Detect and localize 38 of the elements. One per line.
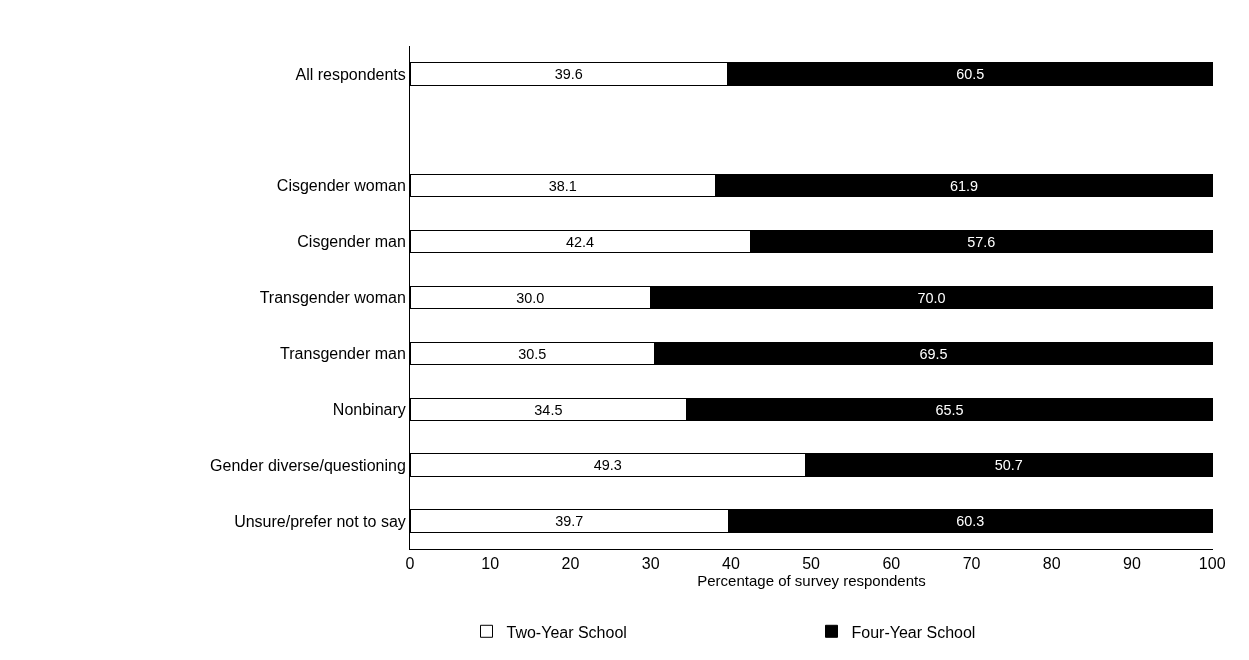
x-axis-title: Percentage of survey respondents: [697, 572, 926, 590]
y-tick-label: Cisgender woman: [276, 177, 406, 195]
data-label: 38.1: [548, 178, 577, 195]
x-tick-label: 0: [405, 555, 415, 573]
data-label: 39.7: [555, 513, 584, 530]
x-tick-label: 10: [481, 555, 500, 573]
data-label: 60.3: [956, 513, 985, 530]
legend-label: Two-Year School: [506, 623, 627, 641]
y-tick-label: Unsure/prefer not to say: [234, 512, 406, 530]
x-tick-label: 50: [802, 555, 821, 573]
x-tick-label: 30: [641, 555, 660, 573]
x-tick-label: 70: [962, 555, 981, 573]
data-label: 50.7: [994, 457, 1023, 474]
data-label: 42.4: [566, 233, 595, 250]
data-label: 30.5: [518, 345, 547, 362]
data-label: 34.5: [534, 401, 563, 418]
y-tick-label: Nonbinary: [332, 400, 406, 418]
data-label: 57.6: [967, 233, 996, 250]
data-label: 60.5: [956, 66, 985, 83]
data-label: 65.5: [935, 401, 964, 418]
legend-label: Four-Year School: [851, 623, 976, 641]
y-tick-label: All respondents: [295, 65, 406, 83]
data-label: 61.9: [949, 178, 978, 195]
x-tick-label: 40: [721, 555, 740, 573]
data-label: 30.0: [516, 289, 545, 306]
y-tick-label: Transgender man: [280, 344, 406, 362]
x-tick-label: 90: [1123, 555, 1141, 573]
x-tick-label: 20: [561, 555, 580, 573]
x-tick-label: 100: [1198, 555, 1226, 573]
data-label: 39.6: [554, 66, 583, 83]
y-tick-label: Transgender woman: [259, 289, 406, 307]
data-label: 49.3: [593, 457, 622, 474]
x-tick-label: 60: [882, 555, 901, 573]
y-tick-label: Gender diverse/questioning: [210, 456, 406, 474]
data-label: 69.5: [919, 345, 948, 362]
data-label: 70.0: [917, 289, 946, 306]
y-tick-label: Cisgender man: [297, 233, 406, 251]
x-tick-label: 80: [1042, 555, 1061, 573]
